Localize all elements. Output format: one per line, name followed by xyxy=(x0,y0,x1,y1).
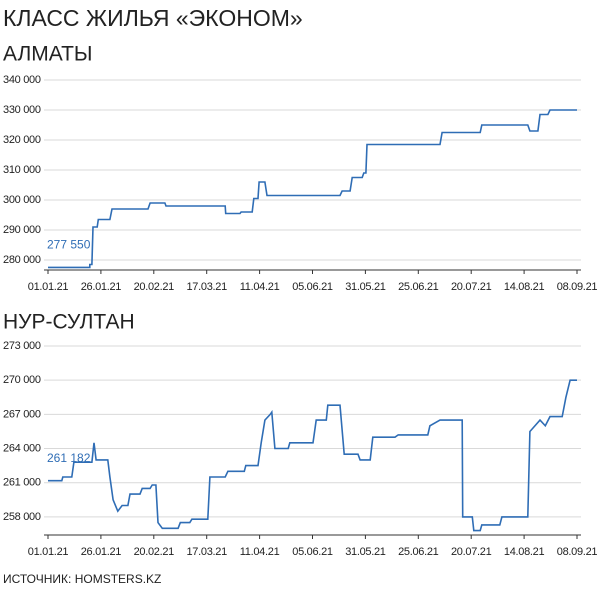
x-tick-label: 31.05.21 xyxy=(345,281,386,293)
y-tick-label: 340 000 xyxy=(3,74,41,86)
x-tick-label: 05.06.21 xyxy=(292,546,333,558)
x-tick-label: 20.07.21 xyxy=(451,546,492,558)
y-tick-label: 320 000 xyxy=(3,134,41,146)
line xyxy=(48,379,577,532)
line xyxy=(48,109,577,269)
x-tick-label: 25.06.21 xyxy=(398,281,439,293)
y-tick-label: 330 000 xyxy=(3,104,41,116)
x-tick-label: 25.06.21 xyxy=(398,546,439,558)
start-value-label: 261 182 xyxy=(47,451,91,465)
y-tick-label: 310 000 xyxy=(3,164,41,176)
x-tick-label: 26.01.21 xyxy=(81,546,122,558)
chart-title: АЛМАТЫ xyxy=(3,43,93,66)
x-tick-label: 08.09.21 xyxy=(557,281,598,293)
x-tick-label: 31.05.21 xyxy=(345,546,386,558)
start-value-label: 277 550 xyxy=(47,238,91,252)
x-tick-label: 20.02.21 xyxy=(134,546,175,558)
y-tick-label: 290 000 xyxy=(3,224,41,236)
x-tick-label: 14.08.21 xyxy=(504,546,545,558)
x-tick-label: 26.01.21 xyxy=(81,281,122,293)
y-tick-label: 261 000 xyxy=(3,477,41,489)
chart-title: НУР-СУЛТАН xyxy=(3,311,135,334)
y-tick-label: 300 000 xyxy=(3,194,41,206)
x-tick-label: 17.03.21 xyxy=(186,281,227,293)
x-tick-label: 01.01.21 xyxy=(28,281,69,293)
x-tick-label: 11.04.21 xyxy=(240,546,280,558)
x-tick-label: 20.07.21 xyxy=(451,281,492,293)
y-tick-label: 258 000 xyxy=(3,511,41,523)
x-tick-label: 05.06.21 xyxy=(292,281,333,293)
x-tick-label: 14.08.21 xyxy=(504,281,545,293)
x-tick-label: 11.04.21 xyxy=(240,281,280,293)
y-tick-label: 273 000 xyxy=(3,340,41,352)
source: ИСТОЧНИК: HOMSTERS.KZ xyxy=(3,572,161,586)
x-tick-label: 17.03.21 xyxy=(186,546,227,558)
x-tick-label: 08.09.21 xyxy=(557,546,598,558)
y-tick-label: 270 000 xyxy=(3,374,41,386)
y-tick-label: 264 000 xyxy=(3,442,41,454)
y-tick-label: 267 000 xyxy=(3,408,41,420)
page-title: КЛАСС ЖИЛЬЯ «ЭКОНОМ» xyxy=(3,5,303,31)
x-tick-label: 01.01.21 xyxy=(28,546,69,558)
x-tick-label: 20.02.21 xyxy=(134,281,175,293)
y-tick-label: 280 000 xyxy=(3,254,41,266)
